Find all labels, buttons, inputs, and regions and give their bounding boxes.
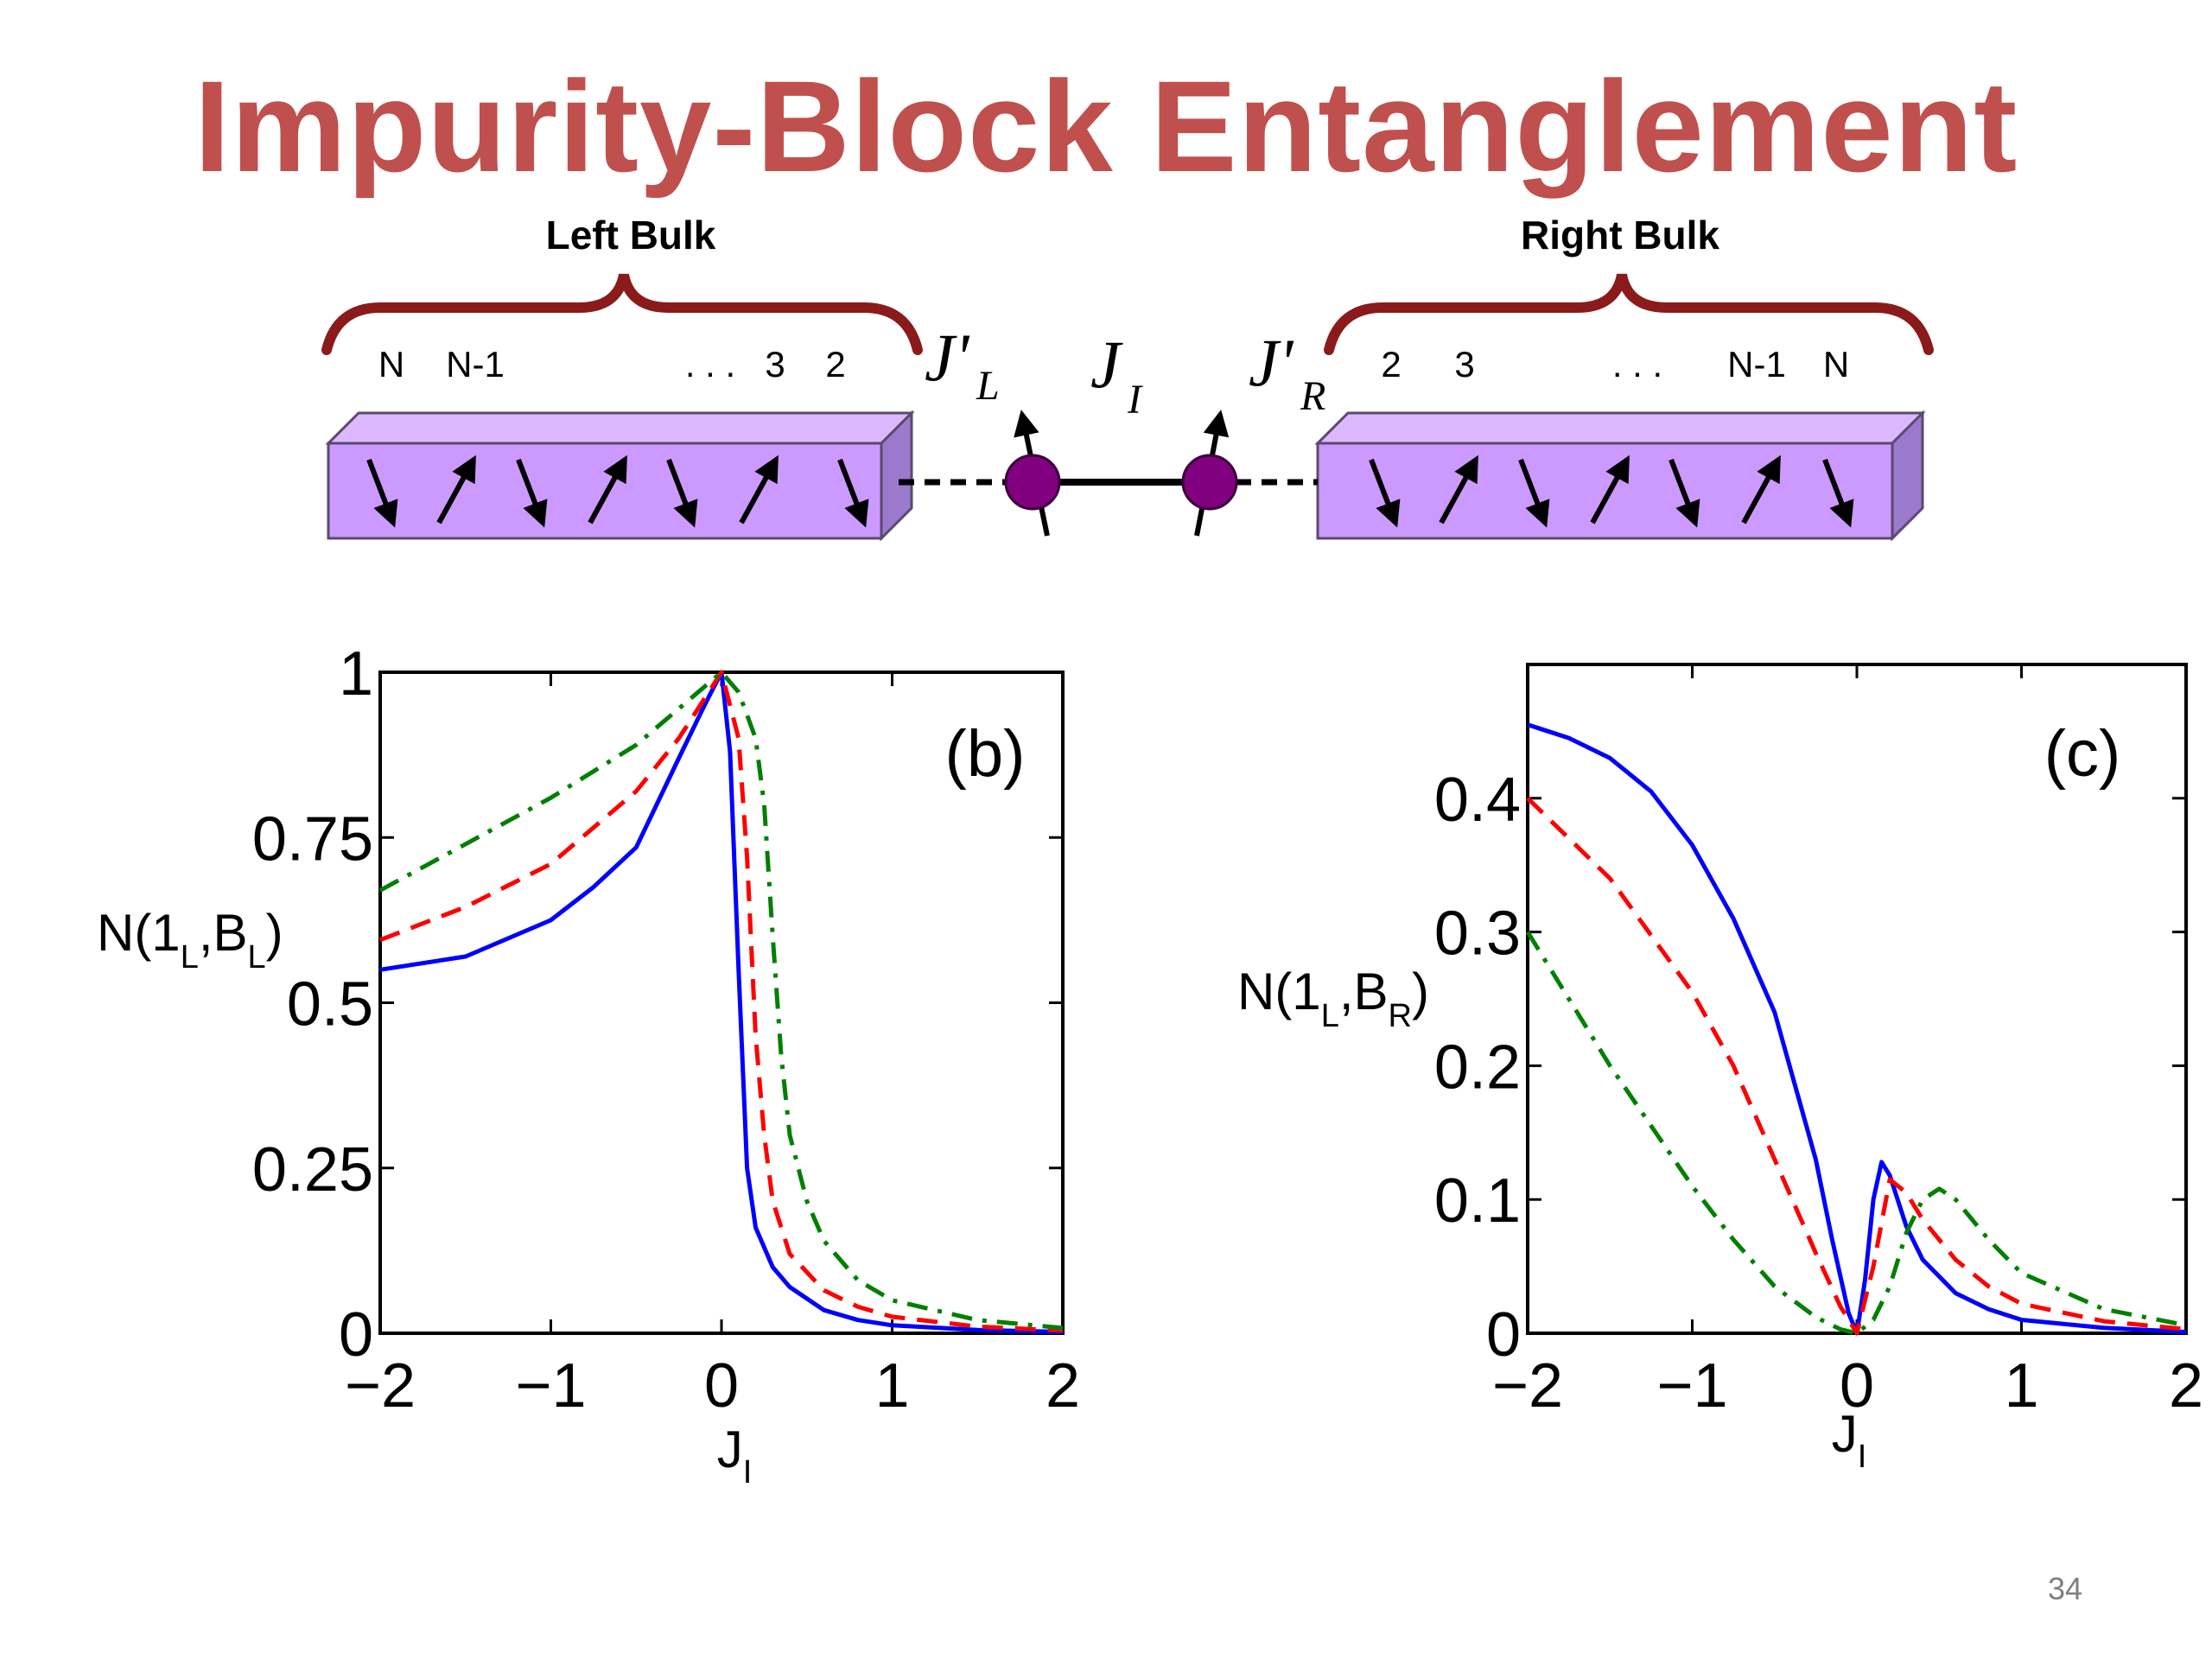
series-line-2 [379, 670, 1064, 1333]
x-tick-label: −1 [1656, 1351, 1727, 1421]
x-tick-label: −2 [345, 1351, 416, 1421]
bulk-spin-arrow [666, 458, 698, 528]
x-tick-label: 2 [1046, 1351, 1080, 1421]
impurity-coupling-subscript: I [1127, 377, 1143, 423]
bulk-spin-arrow [1590, 454, 1630, 524]
x-tick-label: 1 [2004, 1351, 2038, 1421]
left-site-label: N-1 [446, 344, 505, 385]
x-tick-label: 1 [874, 1351, 909, 1421]
y-tick-label: 0.25 [252, 1135, 373, 1205]
impurity-spin-left [1004, 454, 1061, 511]
chart-b-panel-label: (b) [945, 717, 1026, 791]
series-line-3 [1525, 931, 2187, 1336]
x-tick-label: 0 [704, 1351, 739, 1421]
chart-b-ylabel: N(1L,BL) [97, 904, 283, 976]
impurity-coupling-label: J [1090, 327, 1123, 402]
y-tick-label: 0.4 [1434, 766, 1521, 835]
x-tick-label: 2 [2169, 1351, 2203, 1421]
left-site-label: N [378, 344, 404, 385]
bulk-spins [366, 454, 1854, 528]
series-line-1 [1527, 722, 2187, 1336]
y-tick-label: 1 [339, 639, 373, 709]
chart-c-plot: −2 −1 0 1 2 0 0.1 0.2 0.3 0.4 [1434, 663, 2203, 1421]
right-bulk-face [1316, 442, 1894, 540]
series-line-1 [379, 670, 1064, 1334]
y-tick-label: 0 [1486, 1300, 1521, 1370]
left-coupling-label: J' [925, 320, 970, 395]
y-tick-label: 0.1 [1434, 1166, 1521, 1236]
bulk-spin-arrow [837, 458, 869, 528]
y-tick-label: 0.75 [252, 804, 373, 874]
page-number: 34 [2047, 1571, 2082, 1606]
bulk-spin-arrow [436, 454, 476, 524]
right-site-label: 3 [1454, 344, 1474, 385]
impurity-spin-right [1181, 454, 1238, 511]
bulk-spin-arrow [1822, 458, 1854, 528]
series-line-3 [378, 670, 1064, 1331]
y-tick-label: 0.3 [1434, 899, 1521, 969]
y-tick-label: 0.5 [287, 970, 373, 1039]
y-tick-label: 0 [339, 1300, 373, 1370]
right-bulk-brace [1324, 273, 1934, 355]
right-coupling-label: J' [1249, 325, 1294, 400]
chart-c-panel-label: (c) [2044, 717, 2121, 791]
bulk-spin-arrow [1518, 458, 1550, 528]
left-site-label: 2 [825, 344, 845, 385]
slide-title: Impurity-Block Entanglement [194, 54, 2018, 199]
left-site-label: 3 [765, 344, 785, 385]
bulk-spin-arrow [1439, 454, 1478, 524]
right-site-label: 2 [1381, 344, 1401, 385]
y-tick-label: 0.2 [1434, 1033, 1521, 1102]
right-site-label: N-1 [1727, 344, 1786, 385]
bulk-spin-arrow [1669, 458, 1700, 528]
left-bulk-brace [321, 273, 923, 355]
bulk-spin-arrow [366, 458, 398, 528]
chart-b-plot: −2 −1 0 1 2 0 0.25 0.5 0.75 1 [252, 639, 1080, 1421]
x-tick-label: −1 [515, 1351, 586, 1421]
bulk-spin-arrow [1369, 458, 1401, 528]
chart-c-ylabel: N(1L,BR) [1237, 963, 1429, 1034]
right-bulk-title: Right Bulk [1521, 213, 1719, 257]
left-coupling-subscript: L [976, 363, 1000, 409]
left-site-label: . . . [685, 344, 735, 385]
left-bulk-title: Left Bulk [546, 213, 716, 257]
x-tick-label: 0 [1840, 1351, 1874, 1421]
chart-b-xlabel: JI [717, 1421, 753, 1491]
bulk-spin-arrow [588, 454, 627, 524]
bulk-spin-arrow [1741, 454, 1781, 524]
chart-c-xlabel: JI [1832, 1405, 1867, 1475]
right-coupling-subscript: R [1300, 373, 1325, 419]
series-line-2 [1526, 797, 2187, 1336]
bulk-spin-arrow [739, 454, 779, 524]
right-site-label: . . . [1612, 344, 1662, 385]
x-tick-label: −2 [1492, 1351, 1563, 1421]
bulk-spin-arrow [516, 458, 548, 528]
right-site-label: N [1823, 344, 1849, 385]
